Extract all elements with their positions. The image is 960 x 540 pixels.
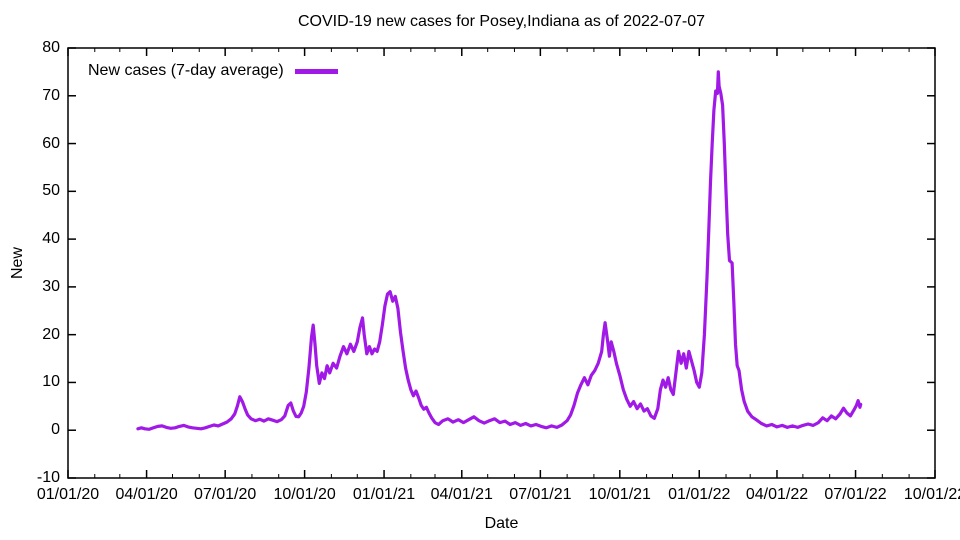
- y-tick-label: 40: [42, 230, 60, 248]
- x-tick-label: 10/01/20: [273, 486, 336, 503]
- x-tick-label: 07/01/21: [509, 486, 572, 503]
- x-axis-label: Date: [484, 515, 519, 532]
- y-tick-label: 20: [42, 325, 60, 343]
- x-tick-label: 01/01/20: [36, 486, 100, 503]
- y-tick-label: -10: [36, 469, 60, 486]
- x-tick-label: 01/01/21: [352, 486, 416, 503]
- y-tick-label: 0: [51, 421, 60, 439]
- plot-border: [67, 47, 936, 479]
- y-tick-label: 70: [42, 86, 60, 104]
- chart-title: COVID-19 new cases for Posey,Indiana as …: [297, 13, 706, 30]
- legend-label: New cases (7-day average): [88, 62, 284, 79]
- y-tick-label: 60: [42, 134, 60, 152]
- y-axis-label: New: [9, 247, 26, 280]
- x-tick-label: 10/01/22: [903, 486, 960, 503]
- x-tick-label: 07/01/20: [194, 486, 257, 503]
- legend-line-swatch: [294, 68, 338, 74]
- x-tick-label: 10/01/21: [588, 486, 651, 503]
- y-tick-label: 50: [42, 182, 60, 200]
- y-tick-label: 30: [42, 277, 60, 295]
- x-tick-label: 04/01/20: [115, 486, 178, 503]
- series-line: [136, 70, 863, 431]
- x-tick-label: 04/01/22: [745, 486, 809, 503]
- x-tick-label: 01/01/22: [668, 486, 731, 503]
- x-tick-label: 04/01/21: [430, 486, 493, 503]
- y-tick-label: 80: [42, 39, 60, 56]
- y-tick-label: 10: [42, 373, 60, 391]
- legend: New cases (7-day average): [88, 62, 338, 80]
- x-tick-label: 07/01/22: [824, 486, 887, 503]
